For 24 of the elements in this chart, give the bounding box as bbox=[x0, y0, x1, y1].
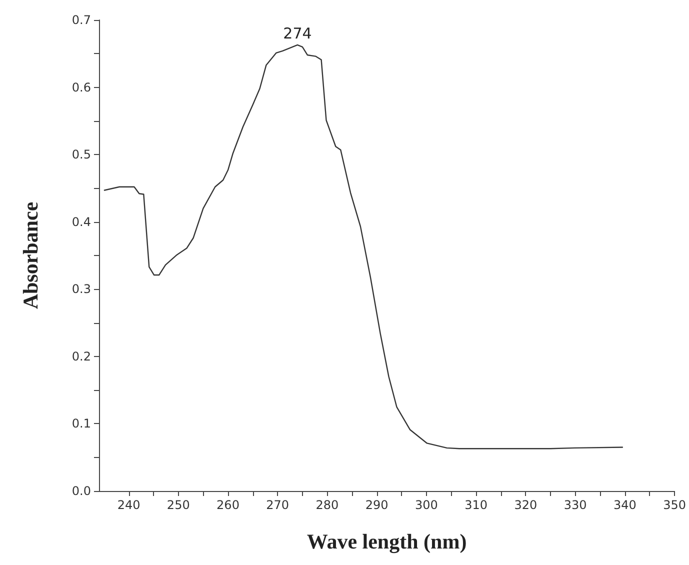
x-tick-label: 330 bbox=[564, 498, 587, 512]
x-tick-label: 290 bbox=[365, 498, 388, 512]
x-tick-label: 300 bbox=[415, 498, 438, 512]
y-tick-label: 0.4 bbox=[72, 214, 91, 229]
x-tick-label: 310 bbox=[464, 498, 488, 512]
y-tick-label: 0.2 bbox=[72, 349, 91, 364]
x-tick-label: 340 bbox=[613, 498, 636, 512]
x-tick-label: 350 bbox=[663, 498, 686, 512]
x-axis-title: Wave length (nm) bbox=[306, 530, 467, 554]
y-tick-label: 0.7 bbox=[72, 13, 91, 27]
x-tick-label: 280 bbox=[316, 498, 339, 512]
y-axis-title: Absorbance bbox=[18, 202, 42, 310]
x-tick-label: 240 bbox=[117, 498, 140, 512]
y-tick-label: 0.6 bbox=[72, 80, 91, 94]
y-tick-label: 0.3 bbox=[72, 282, 91, 296]
y-tick-label: 0.5 bbox=[72, 148, 91, 162]
x-tick-label: 250 bbox=[166, 498, 190, 512]
x-tick-label: 270 bbox=[266, 498, 290, 512]
line-series bbox=[104, 44, 624, 450]
y-tick-label: 0.1 bbox=[72, 416, 91, 431]
y-tick-label: 0.0 bbox=[72, 484, 91, 498]
annotation: 274 bbox=[283, 24, 312, 42]
x-tick-label: 260 bbox=[216, 498, 240, 512]
x-tick-label: 320 bbox=[514, 498, 538, 512]
